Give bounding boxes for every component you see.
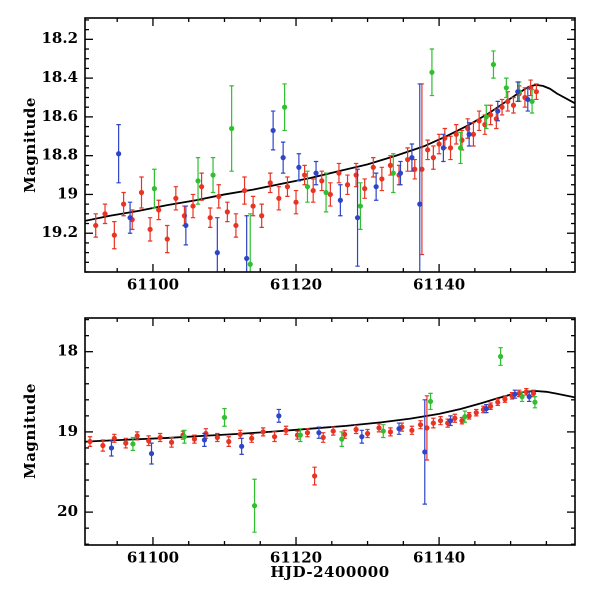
top-panel-y-axis-title: Magnitude	[21, 97, 39, 193]
bottom-panel-y-axis-title: Magnitude	[21, 383, 39, 479]
x-axis-title: HJD-2400000	[270, 563, 390, 581]
